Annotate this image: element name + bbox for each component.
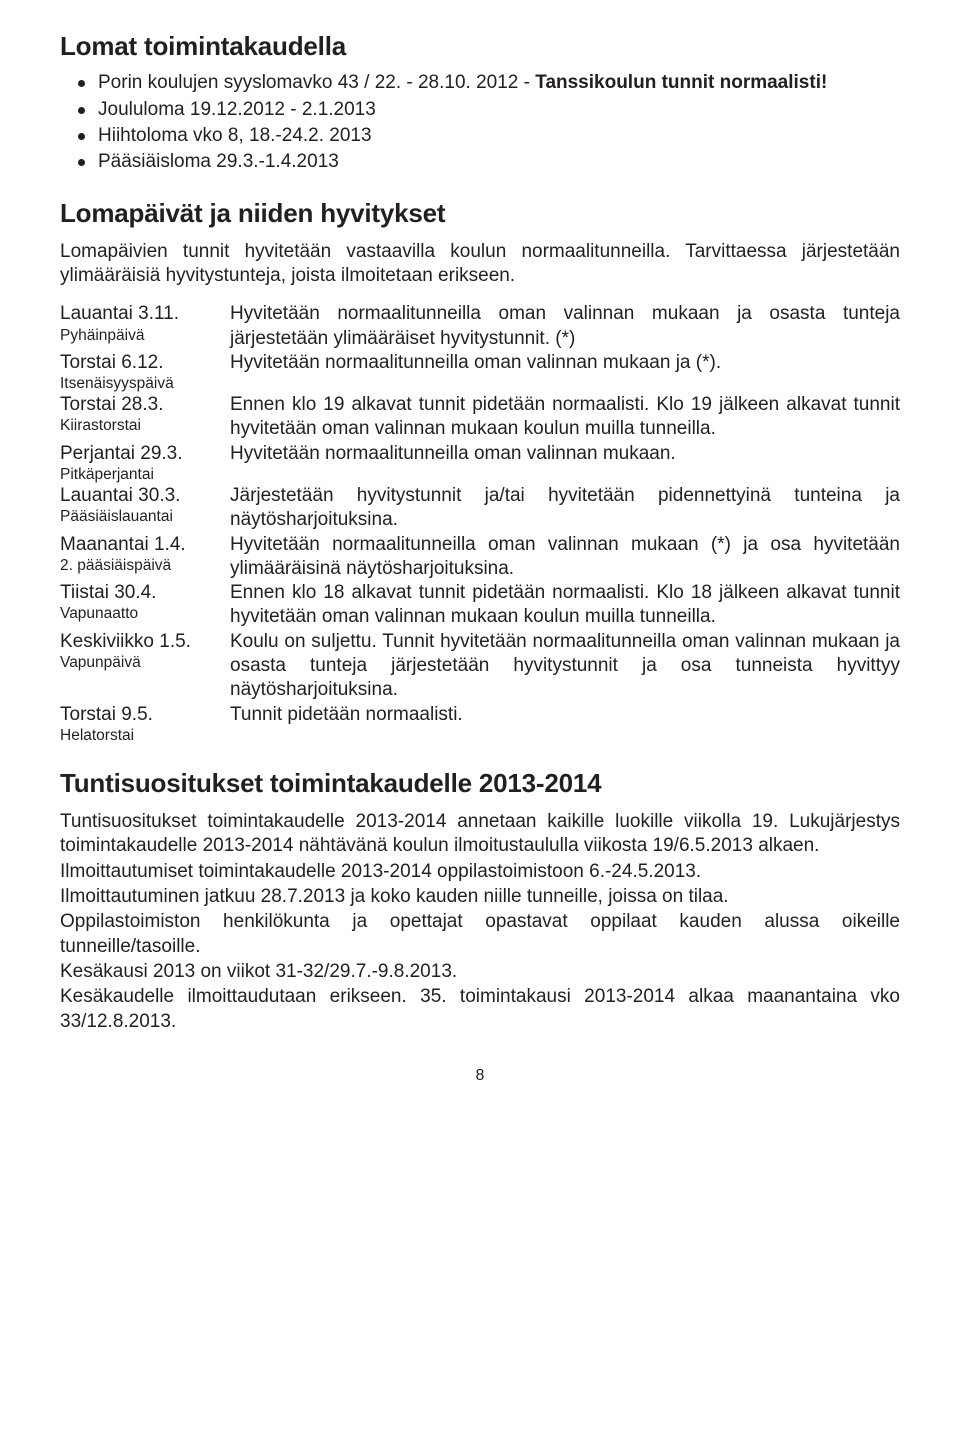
desc-cell: Järjestetään hyvitystunnit ja/tai hyvite… bbox=[230, 484, 900, 533]
date-cell: Maanantai 1.4. 2. pääsiäispäivä bbox=[60, 533, 230, 575]
paragraph: Oppilastoimiston henkilökunta ja opettaj… bbox=[60, 910, 900, 959]
date-main: Tiistai 30.4. bbox=[60, 581, 222, 605]
paragraph: Ilmoittautuminen jatkuu 28.7.2013 ja kok… bbox=[60, 885, 900, 909]
date-main: Maanantai 1.4. bbox=[60, 533, 222, 557]
heading-lomat: Lomat toimintakaudella bbox=[60, 30, 900, 63]
list-item: Hiihtoloma vko 8, 18.-24.2. 2013 bbox=[98, 124, 900, 148]
desc-cell: Ennen klo 19 alkavat tunnit pidetään nor… bbox=[230, 393, 900, 442]
list-text: Hiihtoloma vko 8, 18.-24.2. 2013 bbox=[98, 125, 372, 146]
table-row: Lauantai 30.3. Pääsiäislauantai Järjeste… bbox=[60, 484, 900, 533]
paragraph: Kesäkaudelle ilmoittaudutaan erikseen. 3… bbox=[60, 985, 900, 1034]
date-sub: Pääsiäislauantai bbox=[60, 508, 222, 526]
holiday-list: Porin koulujen syyslomavko 43 / 22. - 28… bbox=[60, 71, 900, 174]
date-sub: Vapunaatto bbox=[60, 605, 222, 623]
date-cell: Keskiviikko 1.5. Vapunpäivä bbox=[60, 630, 230, 672]
date-sub: Itsenäisyyspäivä bbox=[60, 375, 222, 393]
date-main: Torstai 28.3. bbox=[60, 393, 222, 417]
date-main: Torstai 9.5. bbox=[60, 703, 222, 727]
date-cell: Torstai 9.5. Helatorstai bbox=[60, 703, 230, 745]
date-cell: Lauantai 30.3. Pääsiäislauantai bbox=[60, 484, 230, 526]
date-sub: 2. pääsiäispäivä bbox=[60, 557, 222, 575]
list-text: Porin koulujen syyslomavko 43 / 22. - 28… bbox=[98, 72, 535, 93]
date-cell: Torstai 6.12. Itsenäisyyspäivä bbox=[60, 351, 230, 393]
date-sub: Helatorstai bbox=[60, 727, 222, 745]
table-row: Maanantai 1.4. 2. pääsiäispäivä Hyvitetä… bbox=[60, 533, 900, 582]
date-cell: Lauantai 3.11. Pyhäinpäivä bbox=[60, 302, 230, 344]
heading-lomapaivat: Lomapäivät ja niiden hyvitykset bbox=[60, 197, 900, 230]
table-row: Torstai 6.12. Itsenäisyyspäivä Hyvitetää… bbox=[60, 351, 900, 393]
date-main: Lauantai 3.11. bbox=[60, 302, 222, 326]
desc-cell: Hyvitetään normaalitunneilla oman valinn… bbox=[230, 302, 900, 351]
date-main: Torstai 6.12. bbox=[60, 351, 222, 375]
page-number: 8 bbox=[60, 1066, 900, 1086]
table-row: Keskiviikko 1.5. Vapunpäivä Koulu on sul… bbox=[60, 630, 900, 703]
date-sub: Pitkäperjantai bbox=[60, 466, 222, 484]
desc-cell: Koulu on suljettu. Tunnit hyvitetään nor… bbox=[230, 630, 900, 703]
desc-cell: Hyvitetään normaalitunneilla oman valinn… bbox=[230, 351, 900, 375]
intro-paragraph: Lomapäivien tunnit hyvitetään vastaavill… bbox=[60, 240, 900, 289]
table-row: Torstai 9.5. Helatorstai Tunnit pidetään… bbox=[60, 703, 900, 745]
section3-body: Tuntisuositukset toimintakaudelle 2013-2… bbox=[60, 810, 900, 1034]
date-main: Perjantai 29.3. bbox=[60, 442, 222, 466]
desc-cell: Hyvitetään normaalitunneilla oman valinn… bbox=[230, 533, 900, 582]
table-row: Lauantai 3.11. Pyhäinpäivä Hyvitetään no… bbox=[60, 302, 900, 351]
heading-tuntisuositukset: Tuntisuositukset toimintakaudelle 2013-2… bbox=[60, 767, 900, 800]
date-sub: Vapunpäivä bbox=[60, 654, 222, 672]
list-text: Joululoma 19.12.2012 - 2.1.2013 bbox=[98, 99, 376, 120]
list-item: Joululoma 19.12.2012 - 2.1.2013 bbox=[98, 98, 900, 122]
desc-cell: Tunnit pidetään normaalisti. bbox=[230, 703, 900, 727]
paragraph: Ilmoittautumiset toimintakaudelle 2013-2… bbox=[60, 860, 900, 884]
date-main: Lauantai 30.3. bbox=[60, 484, 222, 508]
list-item: Pääsiäisloma 29.3.-1.4.2013 bbox=[98, 150, 900, 174]
table-row: Perjantai 29.3. Pitkäperjantai Hyvitetää… bbox=[60, 442, 900, 484]
desc-cell: Ennen klo 18 alkavat tunnit pidetään nor… bbox=[230, 581, 900, 630]
date-main: Keskiviikko 1.5. bbox=[60, 630, 222, 654]
list-text: Pääsiäisloma 29.3.-1.4.2013 bbox=[98, 151, 339, 172]
paragraph: Tuntisuositukset toimintakaudelle 2013-2… bbox=[60, 810, 900, 859]
paragraph: Kesäkausi 2013 on viikot 31-32/29.7.-9.8… bbox=[60, 960, 900, 984]
table-row: Tiistai 30.4. Vapunaatto Ennen klo 18 al… bbox=[60, 581, 900, 630]
date-cell: Perjantai 29.3. Pitkäperjantai bbox=[60, 442, 230, 484]
compensation-rows: Lauantai 3.11. Pyhäinpäivä Hyvitetään no… bbox=[60, 302, 900, 744]
desc-cell: Hyvitetään normaalitunneilla oman valinn… bbox=[230, 442, 900, 466]
date-cell: Torstai 28.3. Kiirastorstai bbox=[60, 393, 230, 435]
table-row: Torstai 28.3. Kiirastorstai Ennen klo 19… bbox=[60, 393, 900, 442]
list-item: Porin koulujen syyslomavko 43 / 22. - 28… bbox=[98, 71, 900, 95]
date-cell: Tiistai 30.4. Vapunaatto bbox=[60, 581, 230, 623]
date-sub: Pyhäinpäivä bbox=[60, 327, 222, 345]
date-sub: Kiirastorstai bbox=[60, 417, 222, 435]
list-bold: Tanssikoulun tunnit normaalisti! bbox=[535, 72, 827, 93]
